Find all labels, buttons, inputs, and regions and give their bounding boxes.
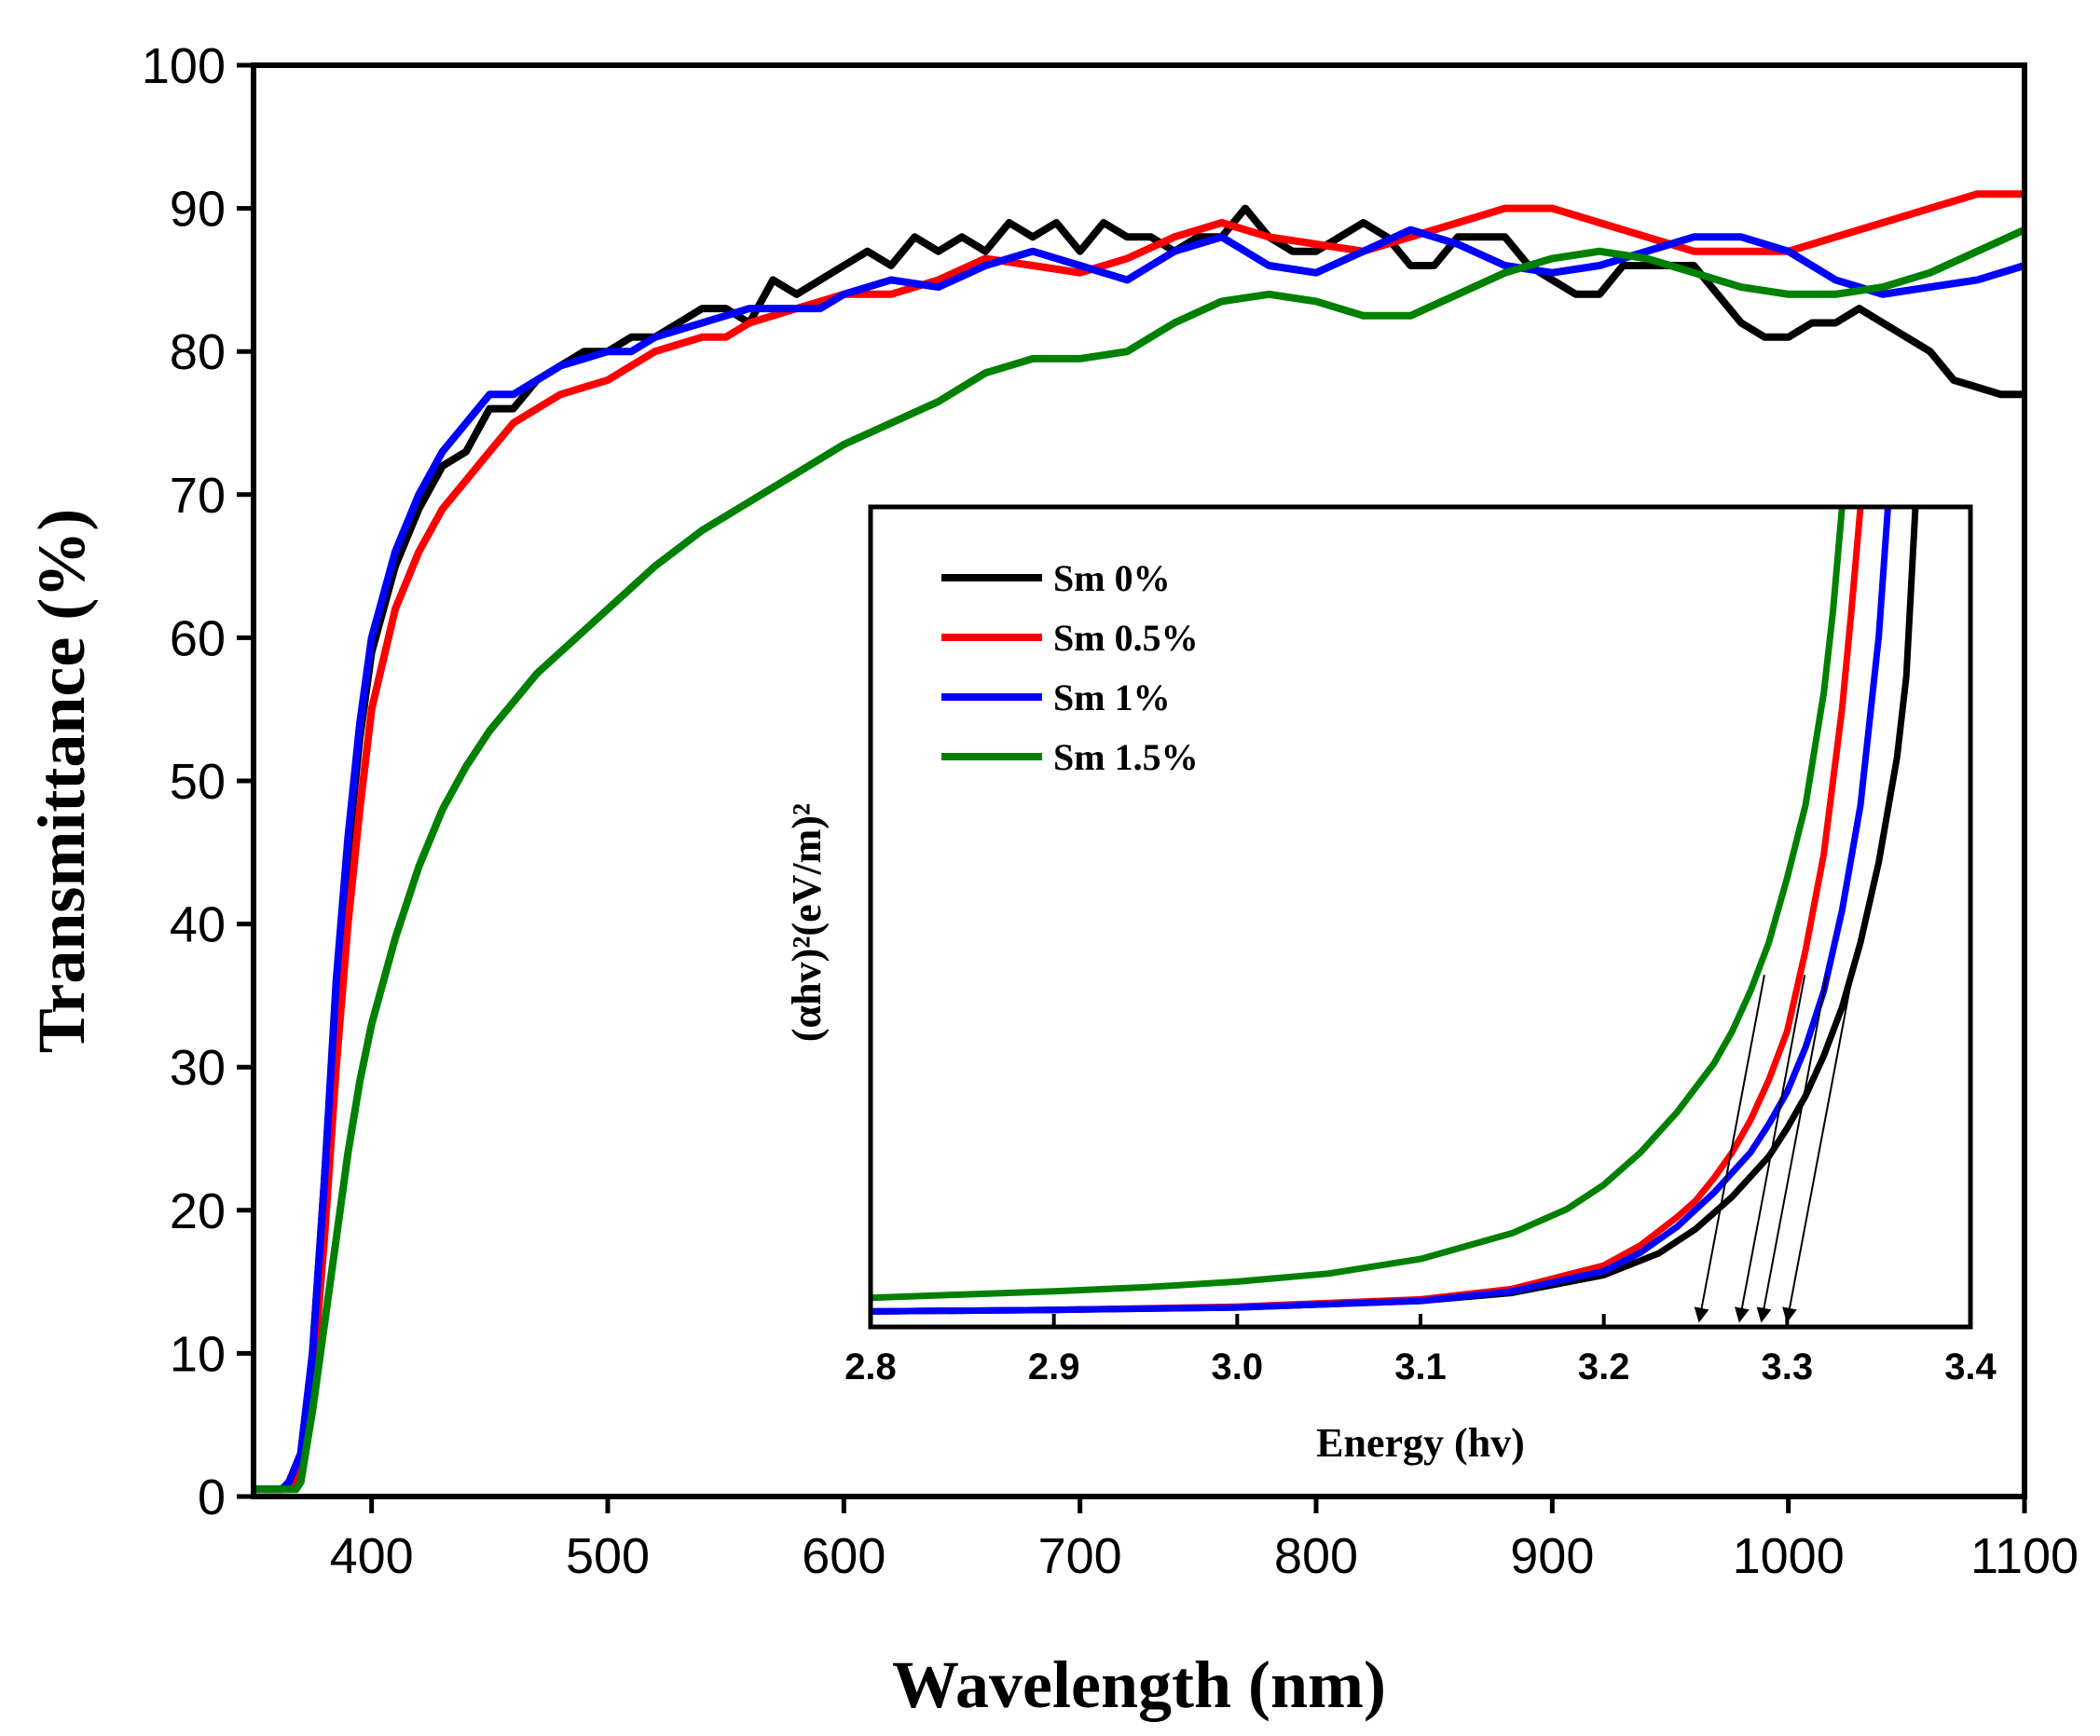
main-y-tick-label-6: 60 bbox=[170, 610, 226, 666]
main-x-tick-label-2: 600 bbox=[802, 1528, 885, 1584]
legend-label-0: Sm 0% bbox=[1053, 557, 1171, 599]
main-x-axis-title: Wavelength (nm) bbox=[892, 1647, 1386, 1722]
legend-label-2: Sm 1% bbox=[1053, 677, 1171, 718]
main-y-tick-label-7: 70 bbox=[170, 468, 226, 524]
main-y-tick-label-5: 50 bbox=[170, 754, 226, 810]
main-y-tick-label-3: 30 bbox=[170, 1040, 226, 1096]
inset-x-tick-label-2: 3.0 bbox=[1212, 1346, 1264, 1387]
main-x-axis: 400 500 600 700 800 900 1000 1100 bbox=[330, 1497, 2079, 1584]
main-x-tick-label-5: 900 bbox=[1510, 1528, 1594, 1584]
inset-intercept-arrow-3 bbox=[1694, 975, 1765, 1323]
inset-series-line-2 bbox=[870, 506, 1891, 1315]
main-series-group bbox=[254, 190, 2026, 1494]
inset-intercept-arrows bbox=[1694, 975, 1854, 1323]
inset-plot: 2.8 2.9 3.0 3.1 3.2 3.3 3.4 Energy (hv) (αhv)²… bbox=[784, 504, 1997, 1466]
inset-intercept-arrow-0 bbox=[1782, 975, 1854, 1323]
main-x-tick-label-0: 400 bbox=[330, 1528, 414, 1584]
main-plot: 0 10 20 30 40 50 60 70 80 90 100 400 500 600 700 800 90… bbox=[24, 38, 2079, 1722]
legend-label-1: Sm 0.5% bbox=[1053, 617, 1199, 659]
inset-background bbox=[871, 507, 1970, 1327]
legend-label-3: Sm 1.5% bbox=[1053, 736, 1199, 778]
main-y-tick-label-1: 10 bbox=[170, 1326, 226, 1382]
main-x-tick-label-1: 500 bbox=[566, 1528, 650, 1584]
inset-series-line-3 bbox=[870, 506, 1846, 1302]
legend: Sm 0% Sm 0.5% Sm 1% Sm 1.5% bbox=[941, 557, 1199, 778]
inset-intercept-arrow-2 bbox=[1756, 975, 1828, 1323]
main-y-tick-label-8: 80 bbox=[170, 324, 226, 380]
main-y-tick-label-10: 100 bbox=[142, 38, 226, 94]
main-y-tick-label-0: 0 bbox=[198, 1469, 226, 1525]
main-y-axis: 0 10 20 30 40 50 60 70 80 90 100 bbox=[142, 38, 254, 1525]
inset-x-axis-title: Energy (hv) bbox=[1316, 1420, 1525, 1466]
inset-x-tick-label-6: 3.4 bbox=[1944, 1346, 1997, 1387]
inset-x-tick-label-0: 2.8 bbox=[844, 1346, 897, 1387]
main-y-tick-label-4: 40 bbox=[170, 897, 226, 953]
main-y-tick-label-9: 90 bbox=[170, 182, 226, 238]
main-series-line-0 bbox=[254, 204, 2025, 1494]
main-x-tick-label-6: 1000 bbox=[1733, 1528, 1845, 1584]
main-series-line-3 bbox=[254, 226, 2026, 1494]
inset-series-group bbox=[870, 506, 1919, 1315]
main-y-axis-title: Transmittance (%) bbox=[24, 509, 99, 1054]
main-x-tick-label-4: 800 bbox=[1274, 1528, 1358, 1584]
inset-x-tick-label-1: 2.9 bbox=[1028, 1346, 1080, 1387]
inset-x-axis: 2.8 2.9 3.0 3.1 3.2 3.3 3.4 bbox=[844, 1314, 1997, 1387]
main-x-tick-label-7: 1100 bbox=[1970, 1528, 2079, 1584]
main-series-line-2 bbox=[254, 226, 2026, 1494]
main-x-tick-label-3: 700 bbox=[1038, 1528, 1122, 1584]
main-y-tick-label-2: 20 bbox=[170, 1183, 226, 1239]
inset-intercept-arrow-1 bbox=[1735, 975, 1806, 1323]
inset-x-tick-label-4: 3.2 bbox=[1578, 1346, 1630, 1387]
inset-y-axis-title: (αhv)²(eV/m)² bbox=[784, 803, 830, 1042]
inset-x-tick-label-3: 3.1 bbox=[1394, 1346, 1447, 1387]
inset-x-tick-label-5: 3.3 bbox=[1762, 1346, 1814, 1387]
